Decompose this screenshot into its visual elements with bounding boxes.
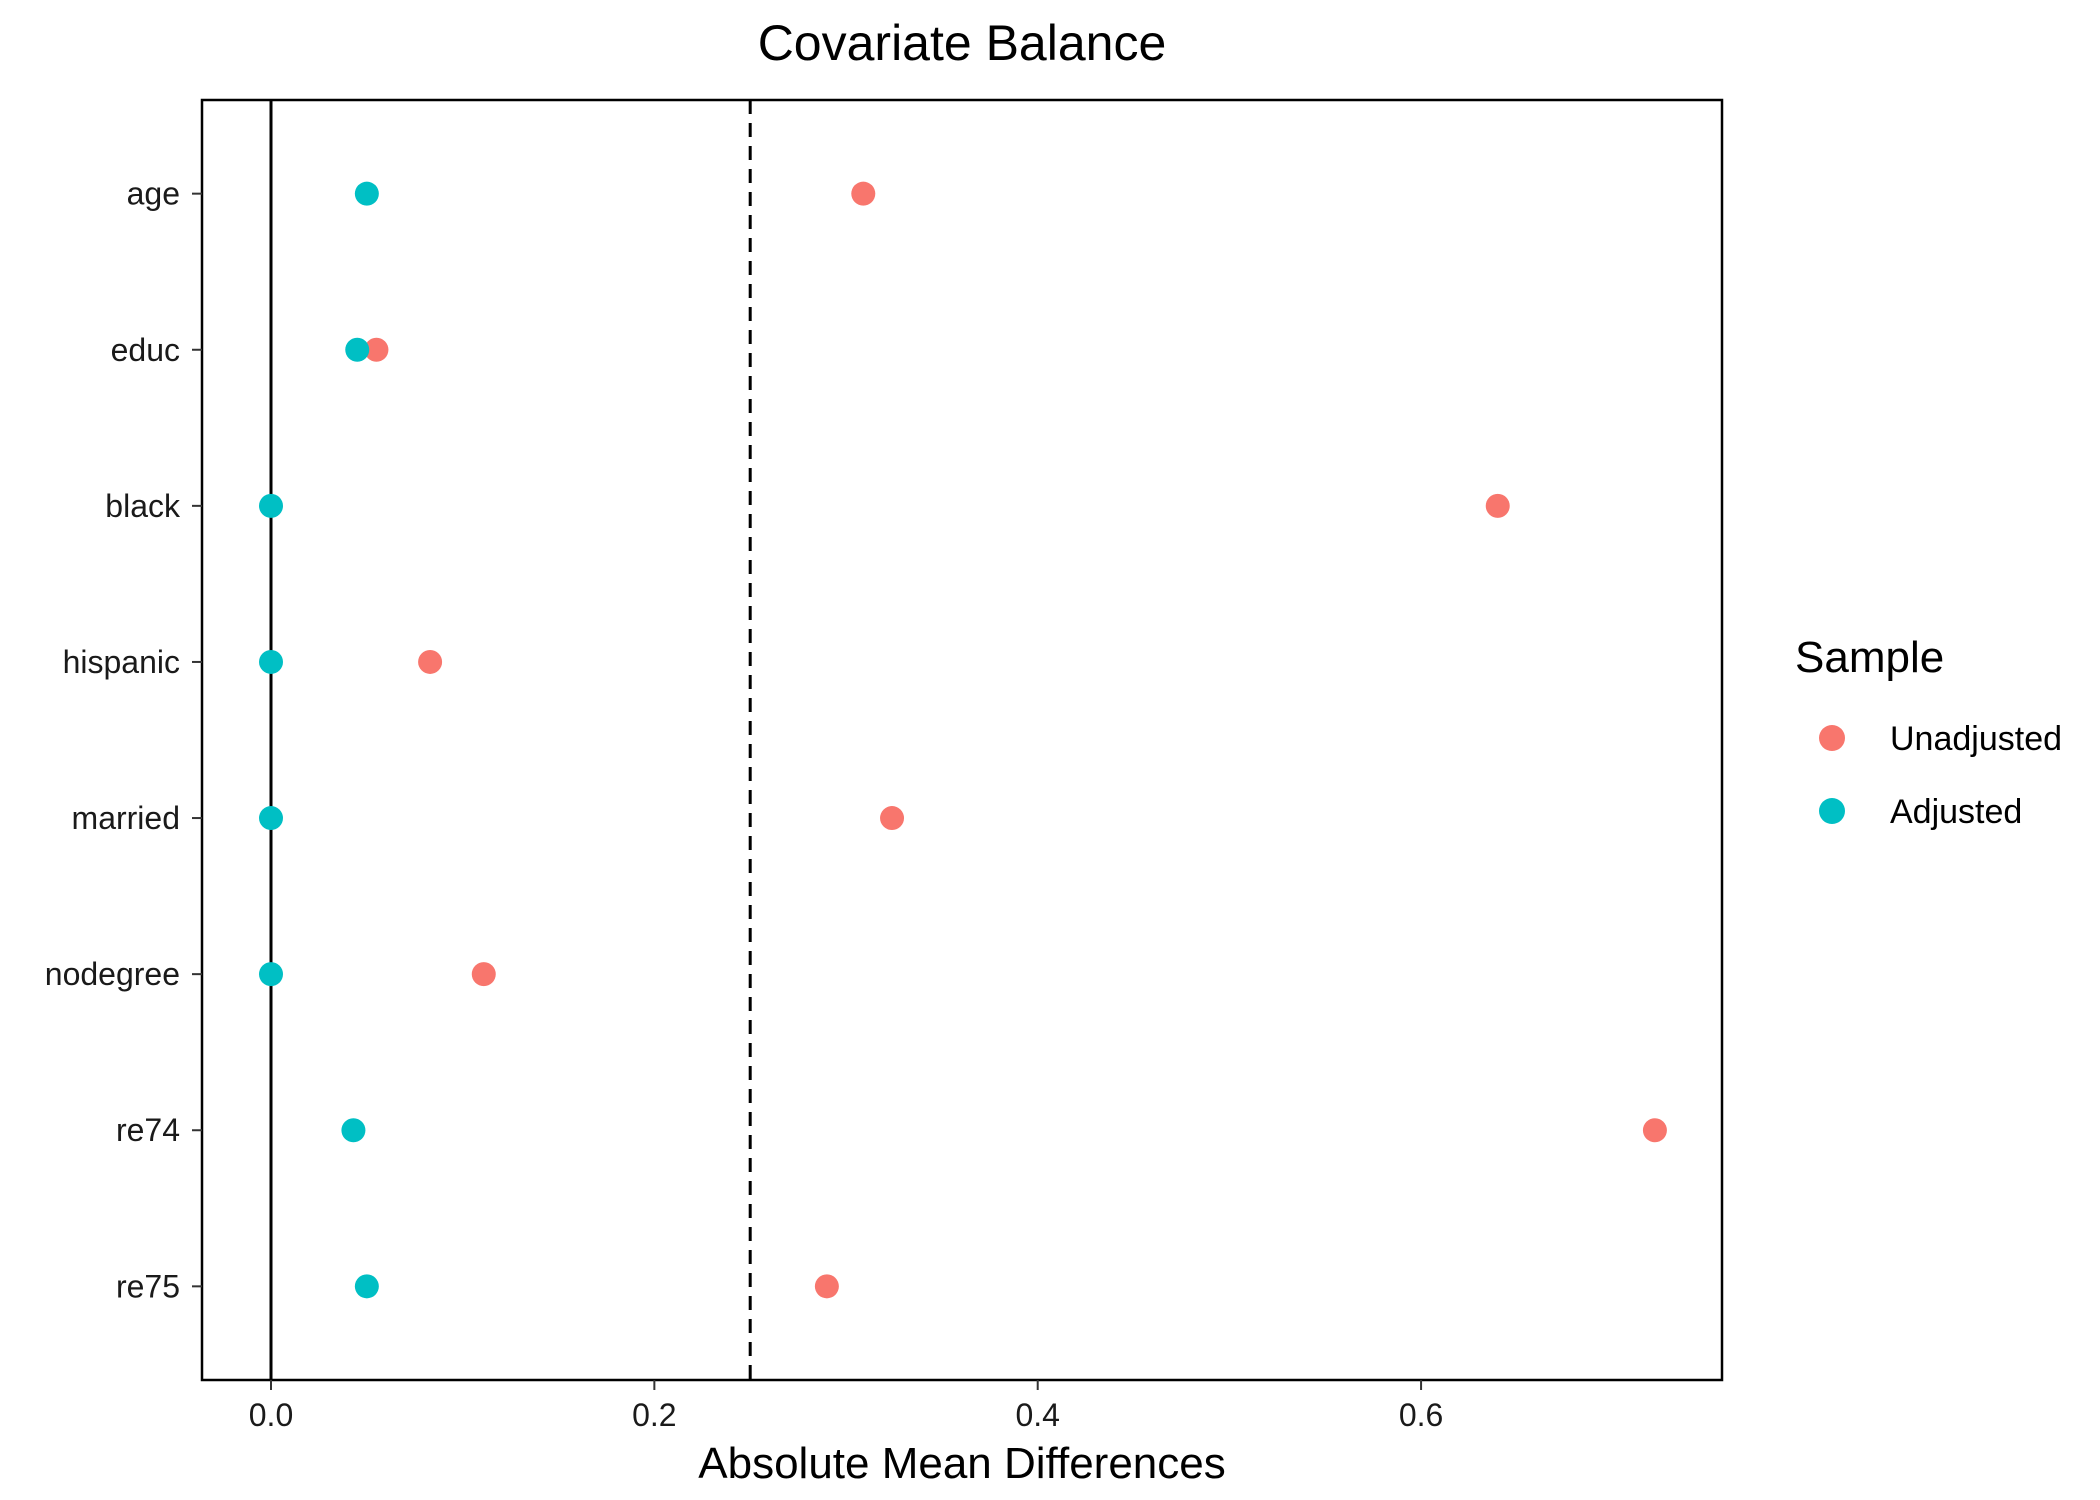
legend-key-adjusted [1819,798,1845,824]
chart-title: Covariate Balance [758,15,1167,71]
legend-label-unadjusted: Unadjusted [1890,720,2062,758]
unadjusted-point-re75 [814,1274,839,1299]
x-axis-title: Absolute Mean Differences [698,1439,1225,1488]
legend-title: Sample [1795,633,1944,682]
adjusted-point-black [259,493,284,518]
legend-key-unadjusted [1819,725,1845,751]
panel-border [200,98,1724,1382]
adjusted-point-re74 [341,1118,366,1143]
unadjusted-point-nodegree [471,962,496,987]
y-tick-label: nodegree [45,956,180,992]
x-tick-label: 0.0 [249,1397,293,1433]
adjusted-point-re75 [354,1274,379,1299]
y-tick-label: black [105,488,181,524]
x-axis: 0.0 0.2 0.4 0.6 [249,1380,1443,1433]
adjusted-point-nodegree [259,962,284,987]
adjusted-point-educ [345,337,370,362]
unadjusted-point-hispanic [418,649,443,674]
y-tick-label: hispanic [63,644,180,680]
legend: Sample Unadjusted Adjusted [1795,633,2062,831]
plot-panel [200,98,1724,1382]
unadjusted-point-age [851,181,876,206]
x-tick-label: 0.2 [632,1397,676,1433]
y-tick-label: married [72,800,180,836]
x-tick-label: 0.6 [1399,1397,1443,1433]
y-tick-label: re74 [116,1112,180,1148]
unadjusted-point-re74 [1642,1118,1667,1143]
adjusted-point-hispanic [259,649,284,674]
adjusted-point-age [354,181,379,206]
y-tick-label: re75 [116,1268,180,1304]
unadjusted-point-educ [364,337,389,362]
unadjusted-point-black [1485,493,1510,518]
adjusted-point-married [259,806,284,831]
y-tick-label: educ [111,332,180,368]
x-tick-label: 0.4 [1015,1397,1059,1433]
y-axis: age educ black hispanic married nodegree re74 r… [45,176,202,1304]
legend-label-adjusted: Adjusted [1890,793,2022,831]
y-tick-label: age [127,176,180,212]
unadjusted-point-married [880,806,905,831]
